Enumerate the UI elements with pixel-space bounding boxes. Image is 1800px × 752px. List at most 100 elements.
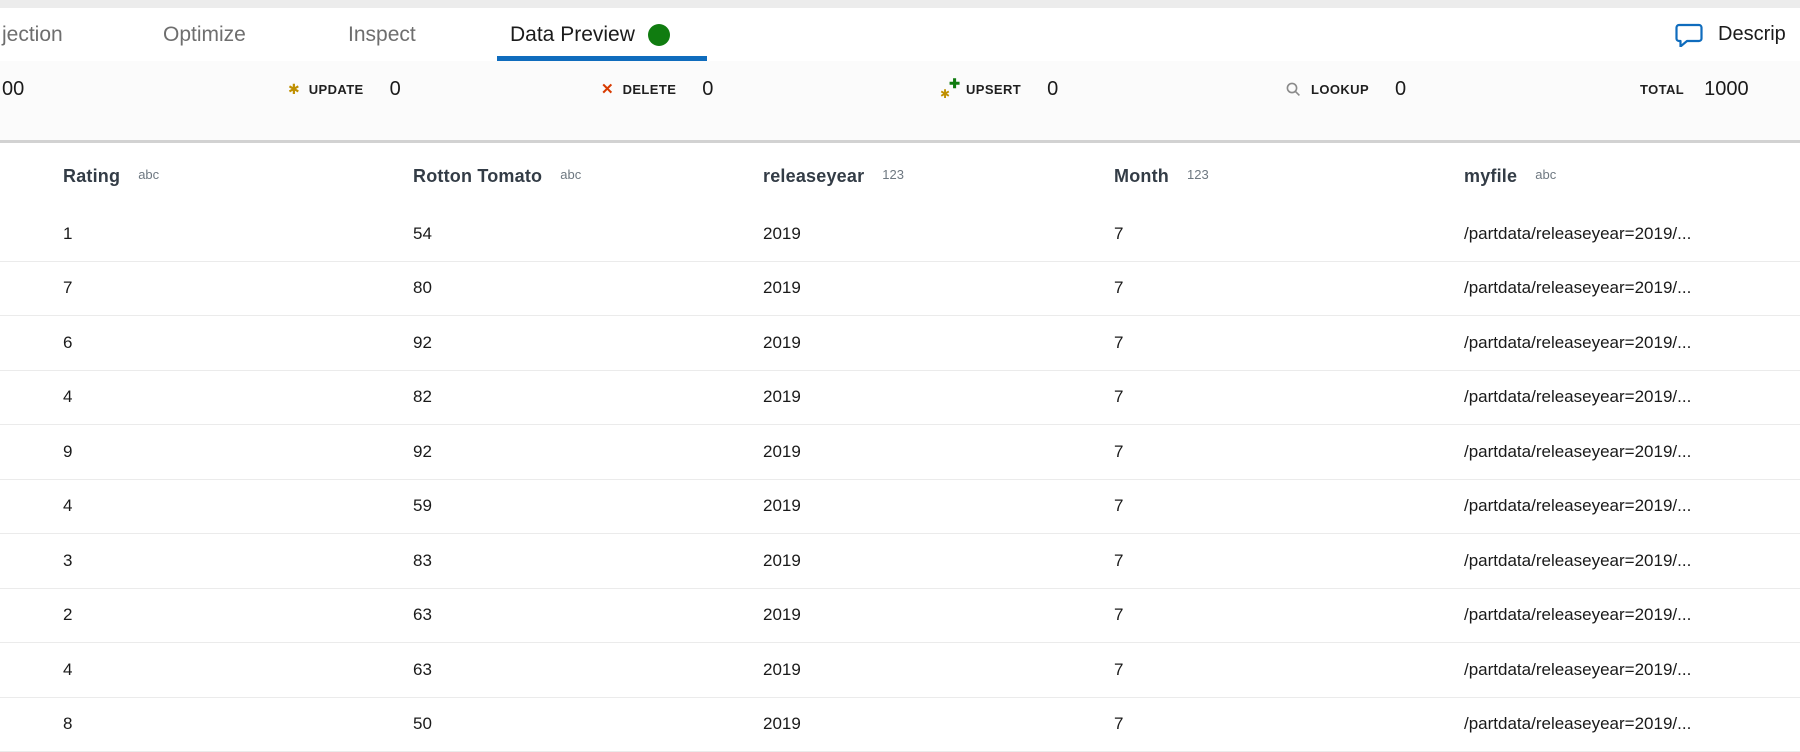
- table-cell: 2019: [763, 207, 801, 261]
- table-cell: 7: [1114, 589, 1123, 643]
- table-cell: 2019: [763, 698, 801, 752]
- table-cell: /partdata/releaseyear=2019/...: [1464, 262, 1691, 316]
- column-header-rating[interactable]: Rating abc: [63, 146, 159, 207]
- column-type-badge: abc: [138, 167, 159, 182]
- column-name: myfile: [1464, 166, 1517, 187]
- description-button[interactable]: Descrip: [1675, 8, 1786, 61]
- table-cell: 2019: [763, 262, 801, 316]
- description-label: Descrip: [1718, 23, 1786, 46]
- table-cell: 2019: [763, 534, 801, 588]
- table-cell: 2019: [763, 589, 801, 643]
- table-cell: /partdata/releaseyear=2019/...: [1464, 316, 1691, 370]
- tab-data-preview[interactable]: Data Preview: [497, 8, 670, 61]
- table-cell: 54: [413, 207, 432, 261]
- table-cell: 83: [413, 534, 432, 588]
- table-cell: 4: [63, 643, 72, 697]
- stat-count: 0: [702, 78, 713, 101]
- table-cell: 4: [63, 480, 72, 534]
- column-name: Rotton Tomato: [413, 166, 542, 187]
- table-cell: 2: [63, 589, 72, 643]
- table-cell: 1: [63, 207, 72, 261]
- table-cell: /partdata/releaseyear=2019/...: [1464, 207, 1691, 261]
- table-row: 4 59 2019 7/partdata/releaseyear=2019/...: [0, 480, 1800, 535]
- table-cell: 2019: [763, 316, 801, 370]
- data-preview-status-dot-icon: [648, 24, 670, 46]
- column-type-badge: 123: [1187, 167, 1209, 182]
- tab-inspect[interactable]: Inspect: [348, 8, 416, 61]
- table-cell: 7: [1114, 480, 1123, 534]
- table-cell: 82: [413, 371, 432, 425]
- stat-partial-count[interactable]: 00: [2, 75, 24, 103]
- table-cell: 4: [63, 371, 72, 425]
- table-cell: 8: [63, 698, 72, 752]
- table-cell: 7: [1114, 698, 1123, 752]
- table-cell: 63: [413, 589, 432, 643]
- lookup-magnifier-icon: [1285, 81, 1302, 98]
- column-name: releaseyear: [763, 166, 864, 187]
- stat-total[interactable]: TOTAL 1000: [1640, 75, 1749, 103]
- table-cell: 6: [63, 316, 72, 370]
- table-cell: /partdata/releaseyear=2019/...: [1464, 425, 1691, 479]
- stat-lookup[interactable]: LOOKUP 0: [1285, 75, 1406, 103]
- stat-count: 00: [2, 78, 24, 101]
- column-type-badge: abc: [560, 167, 581, 182]
- tab-label: Inspect: [348, 23, 416, 47]
- stat-count: 0: [1395, 78, 1406, 101]
- column-header-myfile[interactable]: myfile abc: [1464, 146, 1556, 207]
- stat-label: DELETE: [623, 82, 677, 97]
- column-type-badge: abc: [1535, 167, 1556, 182]
- top-toolbar-edge: [0, 0, 1800, 8]
- table-cell: 63: [413, 643, 432, 697]
- table-cell: 3: [63, 534, 72, 588]
- table-cell: 2019: [763, 480, 801, 534]
- column-name: Month: [1114, 166, 1169, 187]
- column-header-month[interactable]: Month 123: [1114, 146, 1209, 207]
- comment-icon: [1675, 23, 1703, 47]
- stat-label: LOOKUP: [1311, 82, 1369, 97]
- tab-label: Data Preview: [510, 23, 635, 47]
- table-cell: 7: [1114, 371, 1123, 425]
- tab-bar: jection Optimize Inspect Data Preview Descr…: [0, 8, 1800, 62]
- stat-upsert[interactable]: ✱✚ UPSERT 0: [940, 75, 1058, 103]
- table-row: 1 54 2019 7/partdata/releaseyear=2019/...: [0, 207, 1800, 262]
- stat-count: 0: [1047, 78, 1058, 101]
- table-cell: 80: [413, 262, 432, 316]
- upsert-asterisk-plus-icon: ✱✚: [940, 78, 957, 100]
- stat-count: 1000: [1704, 78, 1749, 101]
- table-cell: 7: [1114, 316, 1123, 370]
- table-cell: 2019: [763, 425, 801, 479]
- tab-jection[interactable]: jection: [2, 8, 63, 61]
- table-cell: /partdata/releaseyear=2019/...: [1464, 698, 1691, 752]
- column-header-rotton-tomato[interactable]: Rotton Tomato abc: [413, 146, 581, 207]
- table-cell: 7: [1114, 262, 1123, 316]
- table-cell: 50: [413, 698, 432, 752]
- tab-optimize[interactable]: Optimize: [163, 8, 246, 61]
- table-row: 8 50 2019 7/partdata/releaseyear=2019/...: [0, 698, 1800, 752]
- stat-label: UPSERT: [966, 82, 1021, 97]
- table-cell: 7: [1114, 534, 1123, 588]
- table-cell: /partdata/releaseyear=2019/...: [1464, 643, 1691, 697]
- stat-label: TOTAL: [1640, 82, 1684, 97]
- table-cell: 59: [413, 480, 432, 534]
- table-cell: 92: [413, 425, 432, 479]
- tab-label: jection: [2, 23, 63, 47]
- table-cell: 7: [1114, 207, 1123, 261]
- column-name: Rating: [63, 166, 120, 187]
- table-row: 7 80 2019 7/partdata/releaseyear=2019/...: [0, 262, 1800, 317]
- stat-count: 0: [390, 78, 401, 101]
- table-cell: 7: [63, 262, 72, 316]
- table-cell: /partdata/releaseyear=2019/...: [1464, 480, 1691, 534]
